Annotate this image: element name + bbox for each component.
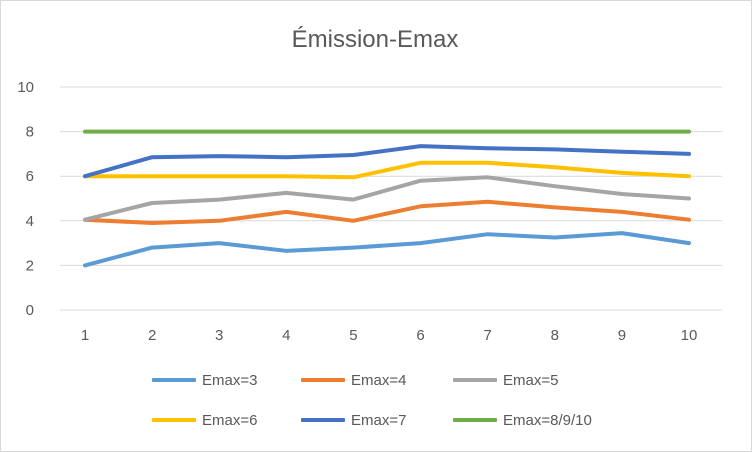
series-line-emax-4: [83, 199, 691, 225]
y-tick-label: 6: [26, 168, 34, 185]
x-tick-label: 3: [215, 327, 223, 344]
x-tick-label: 2: [148, 327, 156, 344]
x-tick-label: 9: [618, 327, 626, 344]
series-line-emax-7: [83, 144, 691, 179]
y-tick-label: 10: [17, 79, 34, 96]
x-tick-label: 6: [416, 327, 424, 344]
y-axis-tick-labels: 0 2 4 6 8 10: [17, 79, 34, 319]
gridlines: [60, 86, 722, 311]
x-tick-label: 10: [681, 327, 698, 344]
series-line-emax-6: [83, 160, 691, 180]
x-axis-tick-labels: 1 2 3 4 5 6 7 8 9 10: [81, 327, 698, 344]
x-tick-label: 8: [551, 327, 559, 344]
y-tick-label: 2: [26, 257, 34, 274]
x-tick-label: 7: [483, 327, 491, 344]
y-tick-label: 4: [26, 213, 34, 230]
series-line-emax-5: [83, 175, 691, 222]
chart-title: Émission-Emax: [291, 26, 459, 53]
x-tick-label: 1: [81, 327, 89, 344]
x-tick-label: 4: [282, 327, 290, 344]
series-line-emax-3: [83, 231, 691, 268]
y-tick-label: 8: [26, 124, 34, 141]
x-tick-label: 5: [349, 327, 357, 344]
y-tick-label: 0: [26, 302, 34, 319]
series-lines: [83, 129, 691, 268]
